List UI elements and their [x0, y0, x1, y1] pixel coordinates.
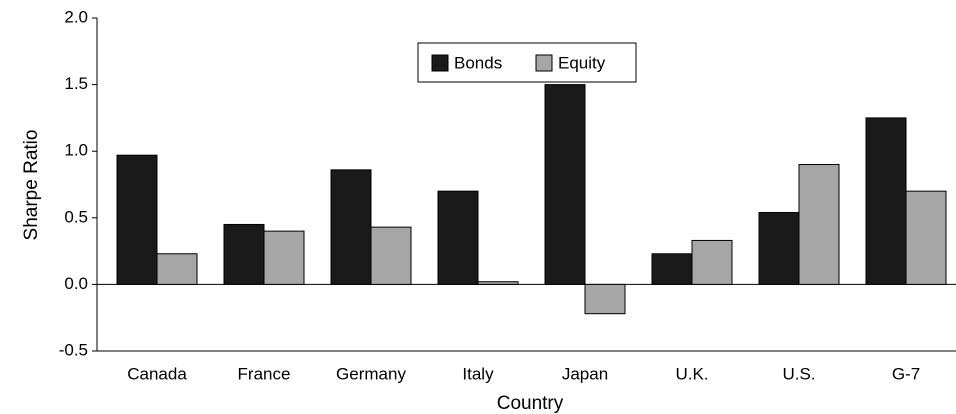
legend-label: Bonds	[454, 53, 502, 72]
bar	[865, 117, 907, 285]
y-tick-label: 1.5	[64, 74, 88, 93]
legend-swatch	[431, 54, 449, 72]
bar	[477, 281, 519, 285]
x-tick-label: G-7	[892, 364, 920, 383]
y-tick-label: 0.5	[64, 207, 88, 226]
bar	[691, 239, 733, 285]
x-tick-label: U.K.	[675, 364, 708, 383]
bar	[263, 230, 305, 285]
bar	[330, 169, 372, 285]
bar	[116, 154, 158, 285]
bar	[544, 84, 586, 285]
y-tick-label: -0.5	[59, 340, 88, 359]
legend-label: Equity	[558, 53, 606, 72]
x-tick-label: Canada	[127, 364, 187, 383]
x-tick-label: Japan	[562, 364, 608, 383]
x-tick-label: Germany	[336, 364, 406, 383]
y-axis-title: Sharpe Ratio	[21, 130, 42, 241]
bar	[584, 283, 626, 315]
bar	[651, 253, 693, 285]
x-tick-label: France	[238, 364, 291, 383]
x-tick-label: Italy	[462, 364, 494, 383]
bar	[758, 211, 800, 285]
bar	[437, 190, 479, 285]
legend-box	[417, 42, 637, 83]
y-tick-label: 0.0	[64, 274, 88, 293]
legend-swatch	[535, 54, 553, 72]
y-tick-label: 2.0	[64, 7, 88, 26]
x-axis-title: Country	[497, 393, 564, 414]
y-tick-label: 1.0	[64, 141, 88, 160]
bar	[798, 164, 840, 285]
bar	[905, 190, 947, 285]
bar	[370, 226, 412, 285]
bar	[156, 253, 198, 285]
x-tick-label: U.S.	[782, 364, 815, 383]
bar	[223, 223, 265, 285]
